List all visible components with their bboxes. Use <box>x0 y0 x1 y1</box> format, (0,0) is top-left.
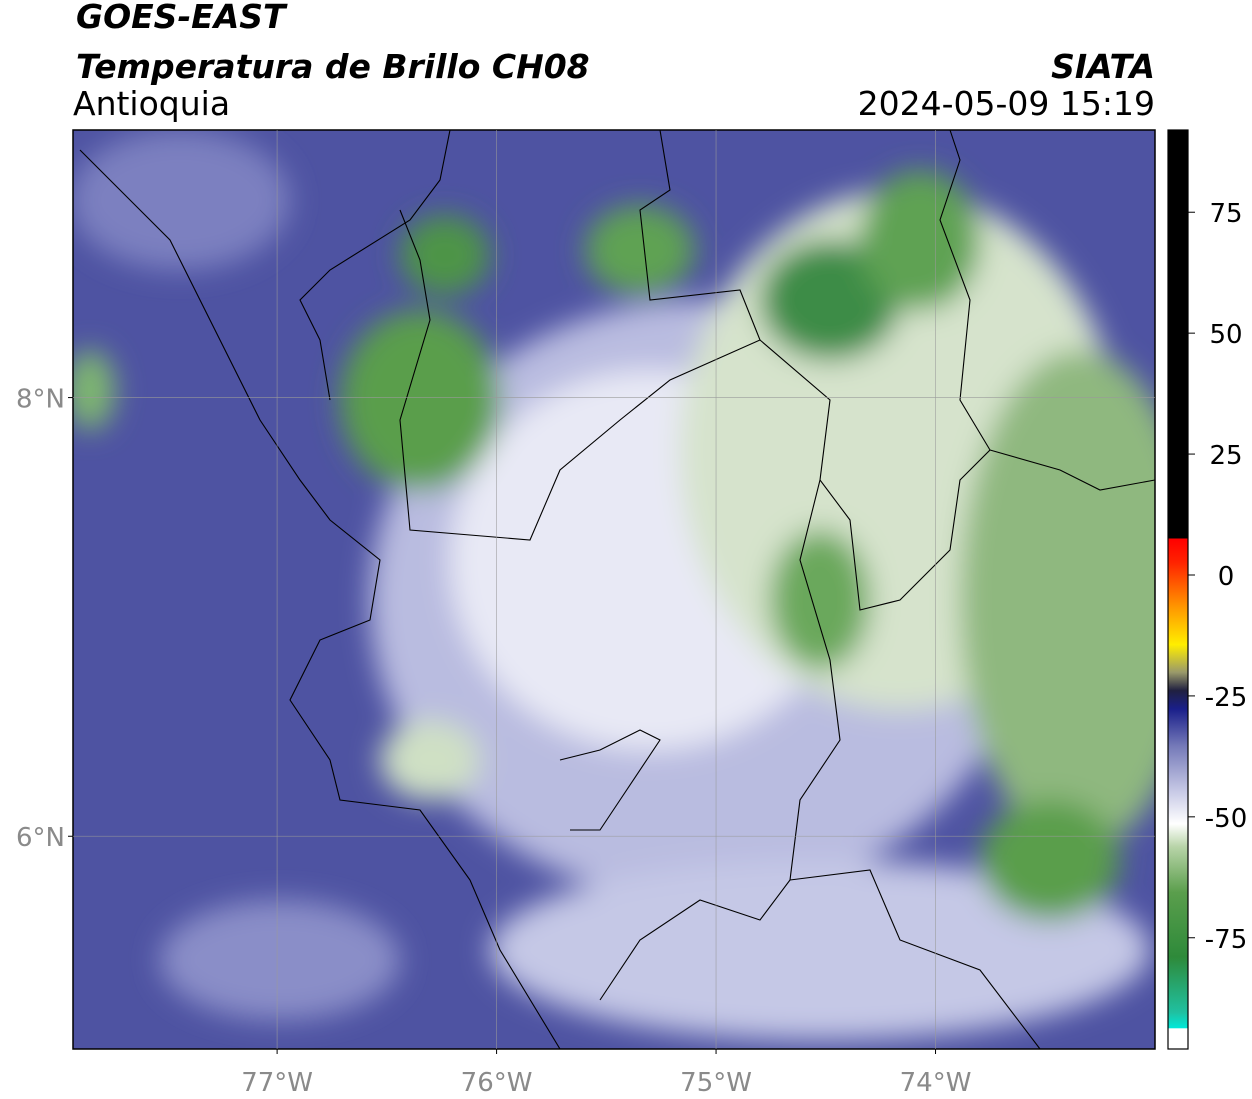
map-image <box>73 130 1155 1049</box>
y-tick-label: 6°N <box>16 823 65 853</box>
colorbar-tick-label: -25 <box>1205 683 1247 713</box>
colorbar-tick-label: 0 <box>1218 562 1235 592</box>
colorbar-tick-label: 75 <box>1209 199 1242 229</box>
colorbar-tick-label: 25 <box>1209 441 1242 471</box>
colorbar-tick-label: 50 <box>1209 320 1242 350</box>
datetime: 2024-05-09 15:19 <box>858 84 1155 123</box>
map-frame <box>72 129 1156 1050</box>
colorbar-tick-label: -75 <box>1205 925 1247 955</box>
x-tick-label: 76°W <box>461 1068 533 1098</box>
subtitle: Temperatura de Brillo CH08 <box>76 47 590 86</box>
source: SIATA <box>1051 47 1155 86</box>
colorbar-tick-label: -50 <box>1205 804 1247 834</box>
x-tick-label: 77°W <box>241 1068 313 1098</box>
x-tick-label: 74°W <box>900 1068 972 1098</box>
y-tick-label: 8°N <box>16 385 65 415</box>
colorbar <box>1167 129 1189 1050</box>
region: Antioquia <box>73 84 230 123</box>
title: GOES-EAST <box>76 0 288 36</box>
x-tick-label: 75°W <box>680 1068 752 1098</box>
